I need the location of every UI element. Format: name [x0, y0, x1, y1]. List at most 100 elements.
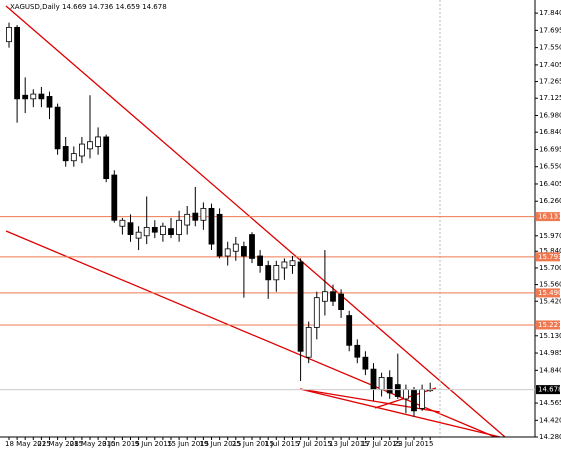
candle-body: [6, 26, 12, 43]
candle-body: [232, 243, 239, 252]
y-tick-label: 15.560: [539, 281, 561, 289]
candle-body: [402, 388, 409, 400]
level-label: 15.221: [538, 321, 561, 329]
candle-body: [370, 368, 377, 390]
candle-body: [265, 265, 272, 281]
x-tick-label: 1 Jul 2015: [264, 440, 299, 448]
candle-body: [168, 228, 174, 235]
candle-body: [338, 293, 345, 310]
candle-body: [159, 225, 166, 235]
y-tick-label: 16.695: [539, 145, 561, 153]
x-tick-label: 7 Jul 2015: [297, 440, 332, 448]
y-tick-label: 16.840: [539, 128, 561, 136]
x-tick-label: 18 May 2015: [5, 440, 51, 448]
y-tick-label: 16.550: [539, 163, 561, 171]
price-label-box: [536, 385, 560, 395]
level-label: 15.793: [538, 253, 561, 261]
y-tick-label: 17.840: [539, 9, 561, 17]
x-tick-label: 17 Jul 2015: [361, 440, 401, 448]
candle-body: [257, 255, 264, 266]
candle-body: [313, 297, 320, 328]
candle-body: [30, 93, 37, 100]
candle-body: [354, 344, 361, 358]
y-tick-label: 14.420: [539, 416, 561, 424]
candle-body: [62, 146, 69, 162]
x-tick-label: 23 Jul 2015: [394, 440, 434, 448]
x-tick-label: 9 Jun 2015: [135, 440, 173, 448]
candle-body: [362, 356, 369, 370]
candle-body: [87, 141, 93, 150]
x-tick-label: 25 Jun 2015: [232, 440, 274, 448]
candle-body: [378, 377, 385, 390]
x-tick-label: 3 Jun 2015: [102, 440, 140, 448]
candle-body: [46, 96, 53, 108]
candle-body: [281, 261, 288, 269]
price-label: 14.678: [538, 386, 561, 394]
level-label: 16.131: [538, 213, 561, 221]
y-tick-label: 15.970: [539, 232, 561, 240]
y-tick-label: 16.260: [539, 197, 561, 205]
candle-body: [127, 222, 134, 235]
candle-body: [79, 143, 85, 157]
candle-body: [297, 261, 304, 352]
candle-body: [394, 384, 401, 397]
candle-body: [386, 377, 393, 394]
candle-body: [411, 388, 417, 412]
y-tick-label: 17.695: [539, 26, 561, 34]
candle-body: [273, 265, 280, 281]
candle-body: [119, 219, 126, 227]
candle-body: [103, 136, 110, 180]
candle-body: [216, 213, 223, 257]
candle-body: [192, 212, 199, 221]
y-tick-label: 17.265: [539, 78, 561, 86]
level-label-box: [536, 320, 560, 330]
trend-line: [299, 388, 501, 438]
y-tick-label: 14.840: [539, 366, 561, 374]
y-tick-label: 15.130: [539, 332, 561, 340]
y-tick-label: 16.980: [539, 112, 561, 120]
candle-body: [240, 246, 247, 257]
candle-body: [38, 93, 45, 100]
candle-body: [22, 94, 29, 100]
candle-body: [305, 327, 312, 358]
y-tick-label: 14.280: [539, 433, 561, 441]
x-tick-label: 13 Jul 2015: [329, 440, 369, 448]
y-tick-label: 17.550: [539, 44, 561, 52]
y-tick-label: 17.125: [539, 94, 561, 102]
candle-body: [176, 219, 183, 235]
x-tick-label: 19 Jun 2015: [199, 440, 241, 448]
chart-title: XAGUSD,Daily 14.669 14.736 14.659 14.678: [10, 3, 167, 11]
candle-body: [224, 248, 231, 257]
x-tick-label: 28 May 2015: [70, 440, 116, 448]
candle-body: [200, 207, 207, 221]
candle-body: [346, 315, 353, 346]
level-label-box: [536, 212, 560, 222]
candle-body: [208, 207, 215, 245]
y-tick-label: 16.405: [539, 180, 561, 188]
candle-body: [330, 291, 336, 302]
y-tick-label: 14.565: [539, 399, 561, 407]
level-label-box: [536, 252, 560, 262]
level-label: 15.490: [538, 289, 561, 297]
candle-body: [14, 26, 21, 100]
candle-body: [143, 227, 150, 237]
candle-body: [54, 106, 61, 150]
y-tick-label: 15.420: [539, 297, 561, 305]
candle-body: [289, 260, 296, 266]
x-tick-label: 15 Jun 2015: [167, 440, 209, 448]
candle-body: [95, 136, 101, 147]
x-tick-label: 22 May 2015: [37, 440, 83, 448]
candle-body: [151, 227, 158, 233]
trend-line: [5, 5, 506, 438]
candle-body: [419, 388, 426, 409]
candle-body: [70, 153, 77, 162]
candle-body: [135, 231, 142, 239]
y-tick-label: 17.405: [539, 61, 561, 69]
candle-body: [111, 174, 118, 221]
candle-body: [184, 213, 191, 226]
candle-body: [249, 234, 255, 259]
level-label-box: [536, 288, 560, 298]
candle-body: [321, 291, 328, 302]
